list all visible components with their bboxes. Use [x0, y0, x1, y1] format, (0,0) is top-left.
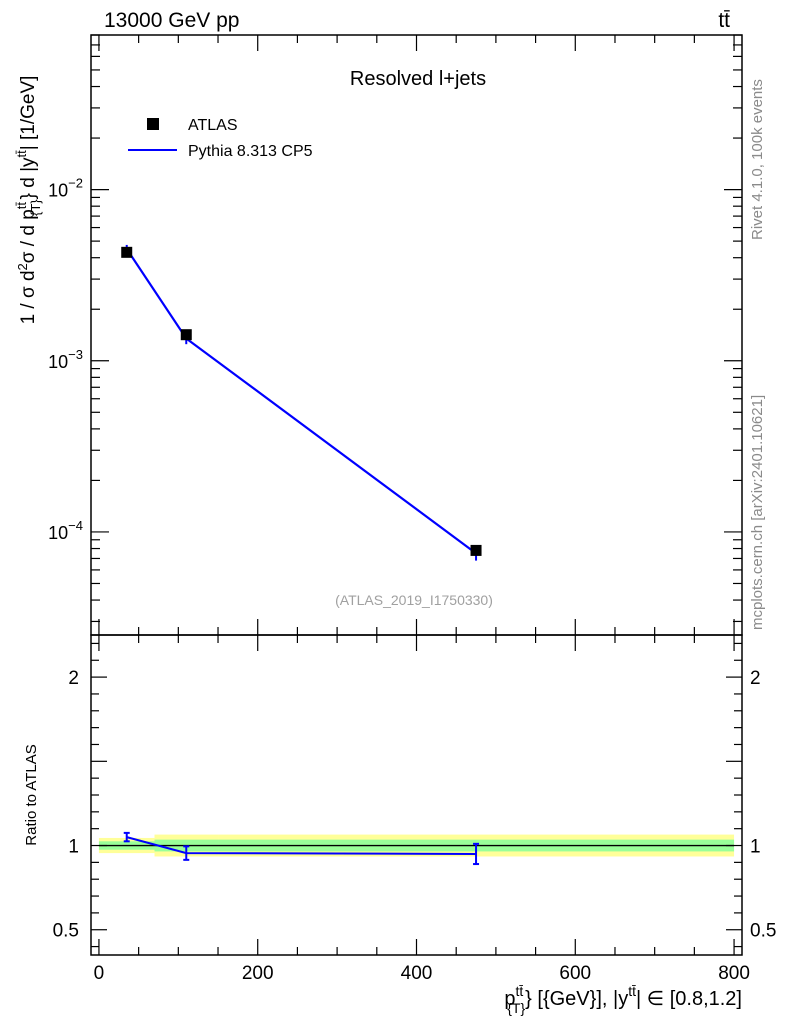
mcplots-label: mcplots.cern.ch [arXiv:2401.10621]: [749, 395, 766, 630]
main-y-tick-label: 10−2: [48, 176, 83, 201]
ratio-y-axis-label: Ratio to ATLAS: [23, 744, 40, 845]
ratio-y-tick-label-right: 2: [750, 668, 761, 689]
ratio-panel-marks: [123, 831, 480, 866]
rivet-label: Rivet 4.1.0, 100k events: [749, 79, 766, 240]
legend-label-atlas: ATLAS: [188, 117, 238, 134]
ratio-y-tick-label-left: 0.5: [53, 921, 79, 942]
x-tick-label: 400: [401, 963, 433, 984]
main-panel-axes: 10−2 10−3 10−4: [48, 34, 742, 635]
ratio-y-tick-label-right: 0.5: [750, 921, 776, 942]
main-y-axis-label: 1 / σ d2σ / d ptt̄{T}} d |ytt̄| [1/GeV]: [14, 76, 43, 325]
ratio-y-tick-label-left: 1: [68, 837, 79, 858]
legend: ATLAS Pythia 8.313 CP5: [128, 117, 313, 160]
x-tick-label: 800: [718, 963, 750, 984]
panel-title: Resolved l+jets: [350, 68, 486, 90]
atlas-point: [470, 544, 482, 556]
atlas-point: [121, 246, 133, 258]
ratio-y-tick-label-left: 2: [68, 668, 79, 689]
ratio-panel-frame: [90, 634, 743, 956]
x-tick-label: 200: [242, 963, 274, 984]
process-label: tt̄: [718, 9, 730, 32]
pythia-line: [125, 248, 477, 555]
legend-marker-atlas: [147, 118, 159, 130]
main-y-tick-label: 10−4: [48, 518, 83, 543]
atlas-point: [180, 329, 192, 341]
x-tick-label: 0: [94, 963, 105, 984]
x-axis-label: ptt̄ {T}} [{GeV}], |ytt̄| ∈ [0.8,1.2]: [504, 983, 742, 1016]
energy-label: 13000 GeV pp: [104, 9, 239, 32]
main-panel-marks: [121, 244, 482, 561]
ratio-y-tick-label-right: 1: [750, 837, 761, 858]
legend-label-pythia: Pythia 8.313 CP5: [188, 143, 313, 160]
ratio-panel-axes: 0.5 0.5 1 1 2 2 0 200 400 600 800: [53, 635, 776, 984]
main-y-tick-label: 10−3: [48, 347, 83, 372]
x-tick-label: 600: [559, 963, 591, 984]
analysis-label: (ATLAS_2019_I1750330): [335, 592, 493, 608]
